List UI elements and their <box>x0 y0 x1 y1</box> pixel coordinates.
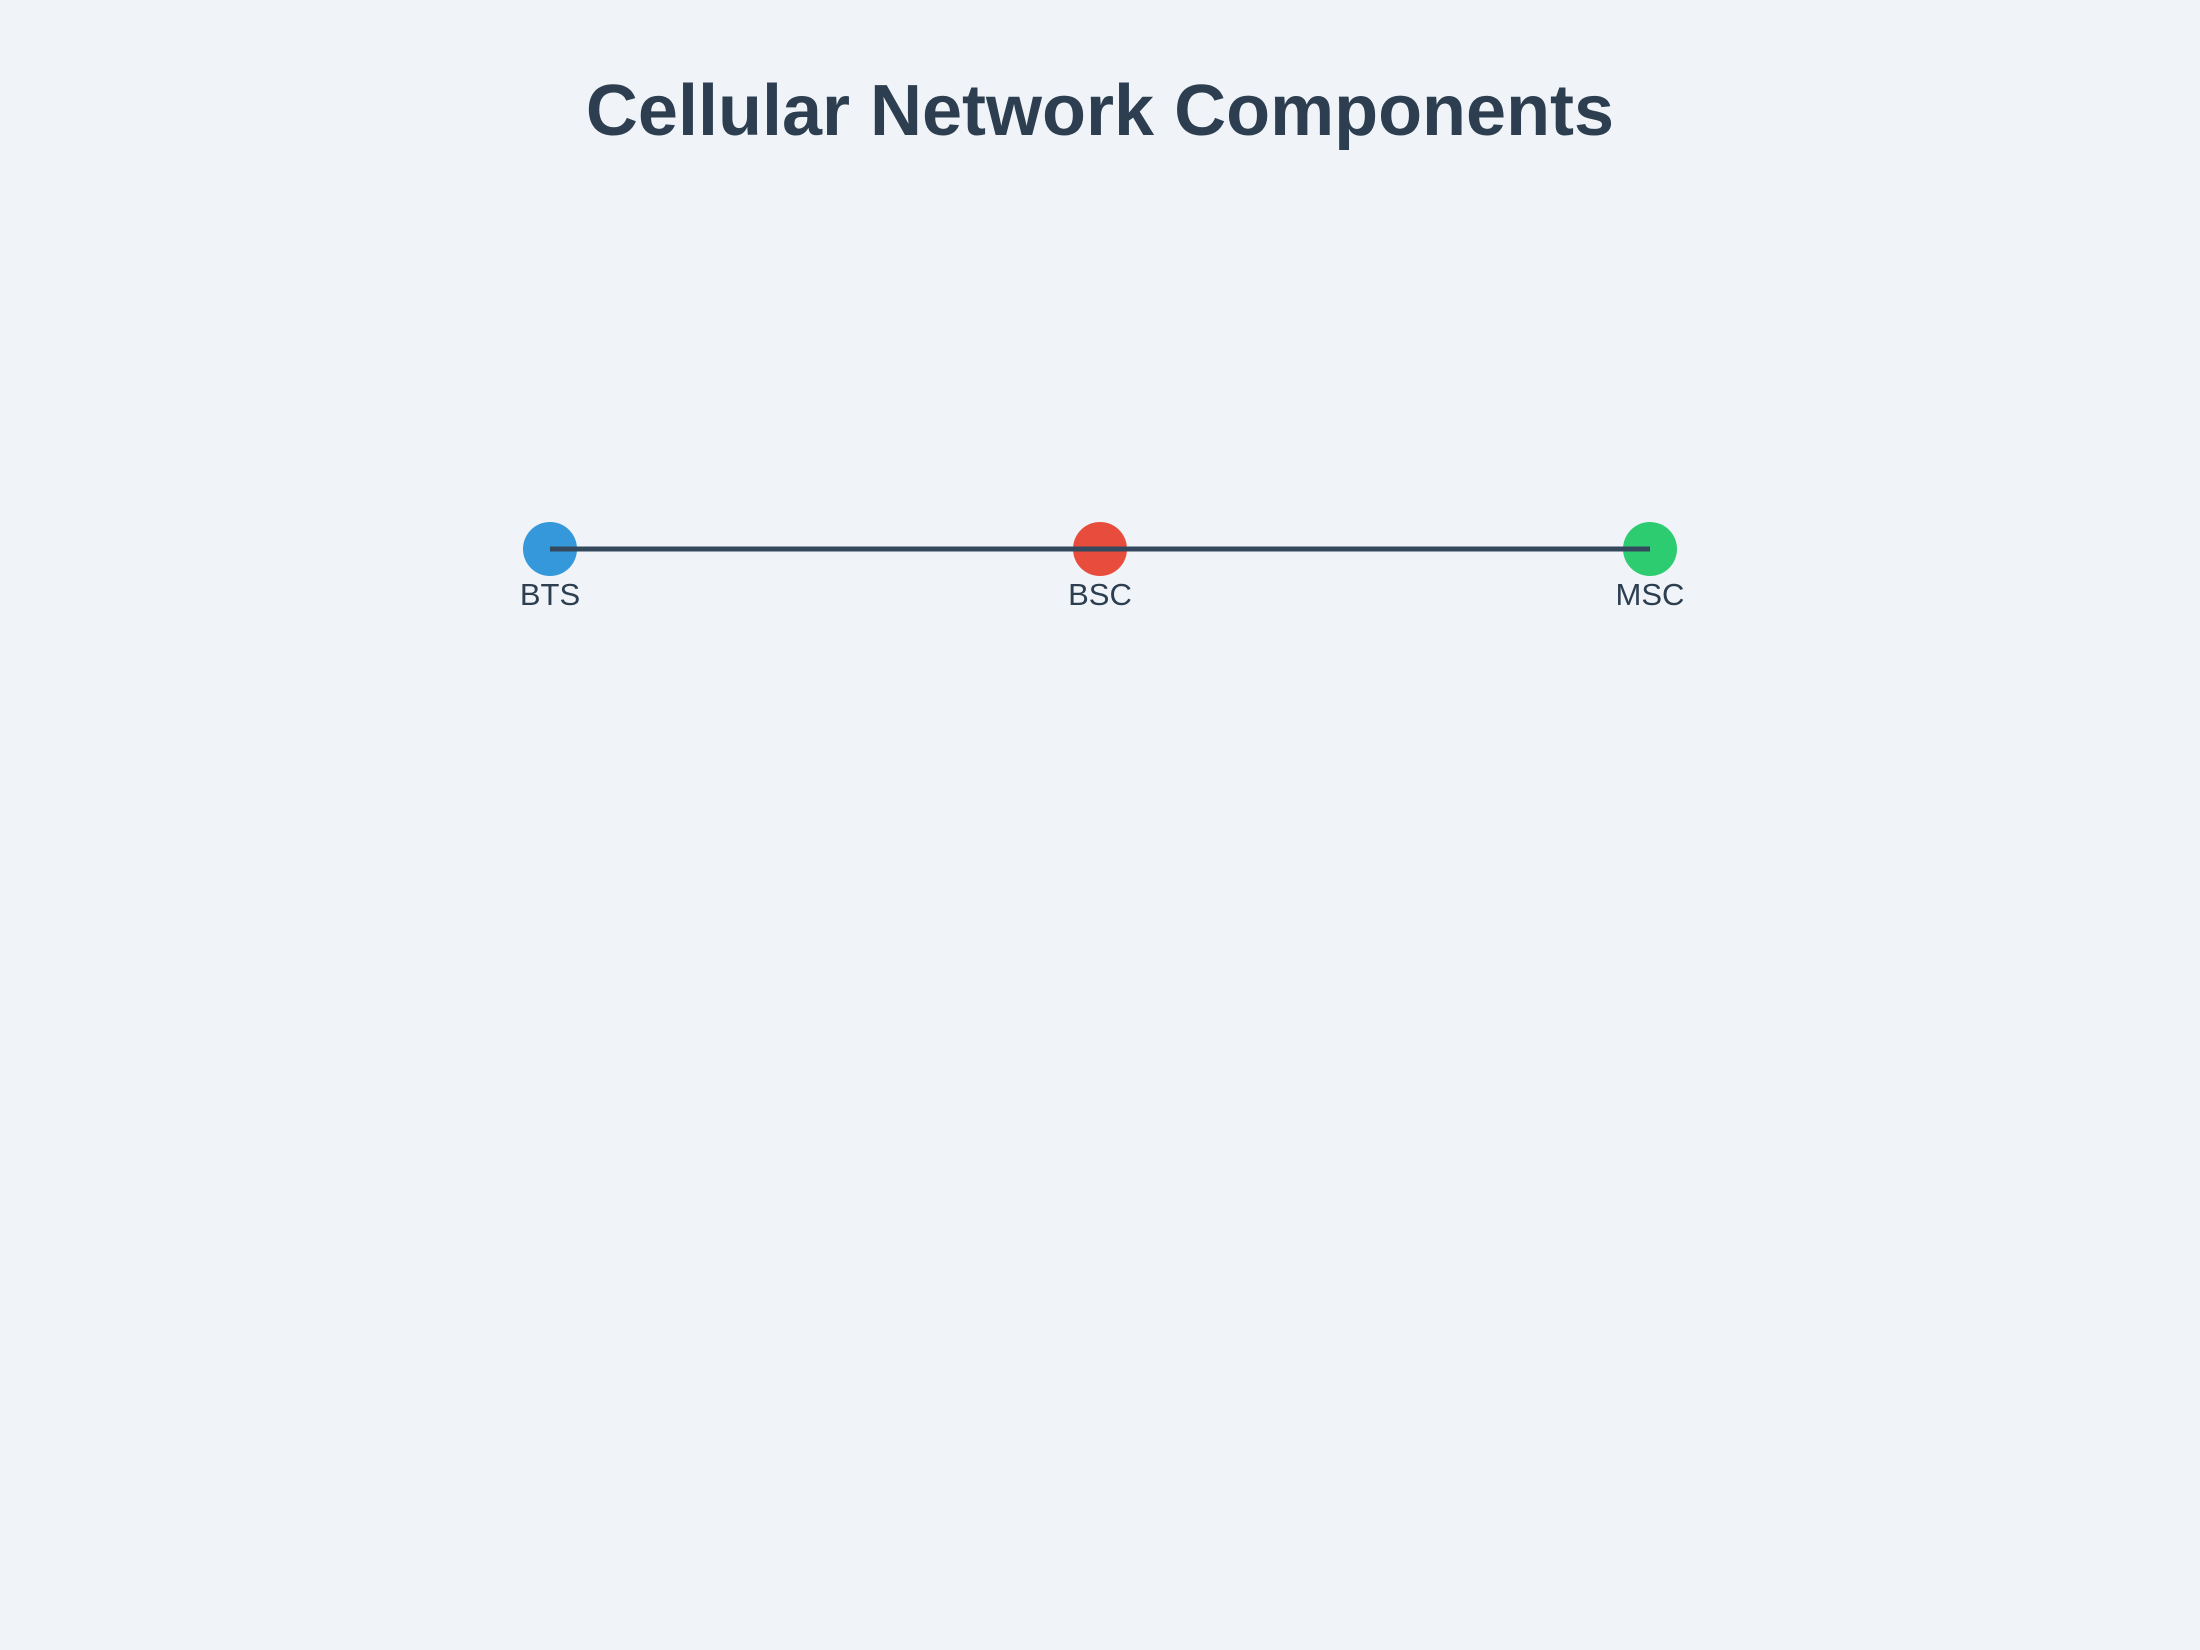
bts-label: BTS <box>520 577 580 612</box>
msc-label: MSC <box>1616 577 1685 612</box>
bsc-label: BSC <box>1068 577 1132 612</box>
labels-layer: BTS BSC MSC <box>520 577 1685 612</box>
diagram-title: Cellular Network Components <box>585 71 1615 151</box>
